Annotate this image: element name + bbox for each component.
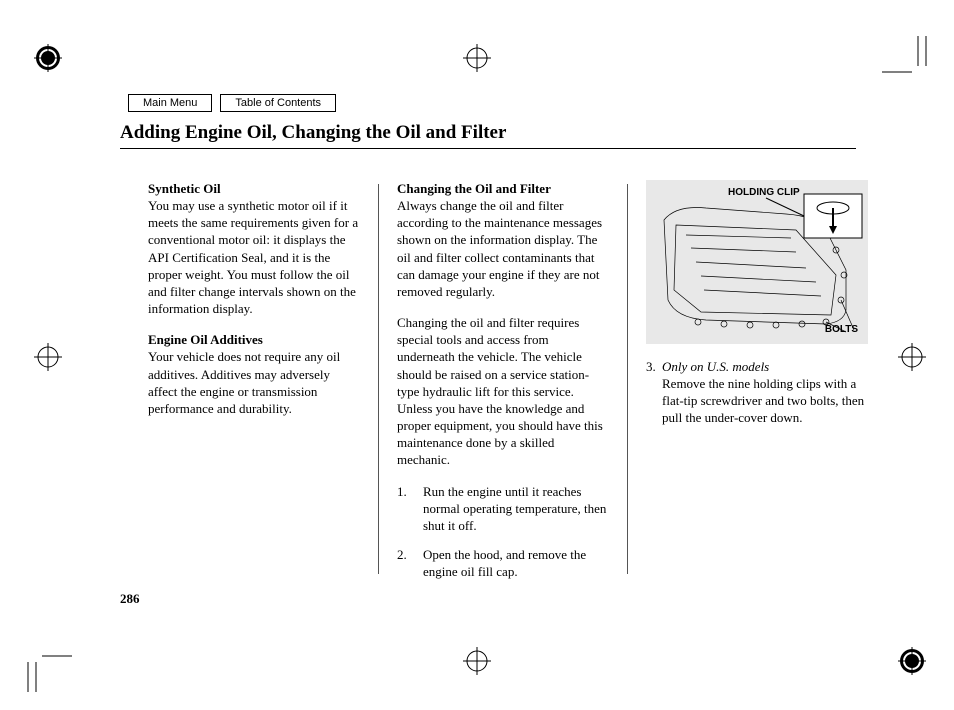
content-columns: Synthetic Oil You may use a synthetic mo… — [148, 180, 868, 592]
column-2: Changing the Oil and Filter Always chang… — [397, 180, 609, 592]
step-2-number: 2. — [397, 546, 413, 580]
reg-mark-bottom-center — [463, 647, 491, 680]
step-3-text: Remove the nine holding clips with a fla… — [662, 376, 864, 425]
heading-changing-oil: Changing the Oil and Filter — [397, 181, 551, 196]
step-2: 2. Open the hood, and remove the engine … — [397, 546, 609, 580]
para-synthetic-oil: You may use a synthetic motor oil if it … — [148, 198, 358, 316]
reg-mark-top-left — [34, 44, 62, 77]
step-3-qualifier: Only on U.S. models — [662, 359, 769, 374]
step-3: 3. Only on U.S. models Remove the nine h… — [646, 358, 868, 427]
diagram-svg — [646, 180, 868, 344]
para-additives: Your vehicle does not require any oil ad… — [148, 349, 340, 415]
para-changing-1: Always change the oil and filter accordi… — [397, 198, 602, 299]
column-divider-2 — [627, 184, 628, 574]
crop-mark-top-right — [882, 36, 932, 86]
step-1-number: 1. — [397, 483, 413, 534]
page-number: 286 — [120, 591, 140, 607]
undercover-diagram: HOLDING CLIP BOLTS — [646, 180, 868, 344]
toc-button[interactable]: Table of Contents — [220, 94, 336, 112]
step-2-text: Open the hood, and remove the engine oil… — [413, 546, 609, 580]
page-title: Adding Engine Oil, Changing the Oil and … — [120, 122, 856, 149]
step-3-number: 3. — [646, 358, 662, 427]
column-divider-1 — [378, 184, 379, 574]
column-1: Synthetic Oil You may use a synthetic mo… — [148, 180, 360, 592]
step-1: 1. Run the engine until it reaches norma… — [397, 483, 609, 534]
crop-mark-bottom-left — [22, 642, 72, 692]
reg-mark-bottom-right — [898, 647, 926, 680]
reg-mark-mid-right — [898, 343, 926, 376]
column-3: HOLDING CLIP BOLTS — [646, 180, 868, 592]
reg-mark-mid-left — [34, 343, 62, 376]
step-1-text: Run the engine until it reaches normal o… — [413, 483, 609, 534]
heading-additives: Engine Oil Additives — [148, 332, 263, 347]
main-menu-button[interactable]: Main Menu — [128, 94, 212, 112]
para-changing-2: Changing the oil and filter requires spe… — [397, 315, 603, 467]
heading-synthetic-oil: Synthetic Oil — [148, 181, 221, 196]
reg-mark-top-center — [463, 44, 491, 77]
nav-bar: Main Menu Table of Contents — [128, 94, 336, 112]
